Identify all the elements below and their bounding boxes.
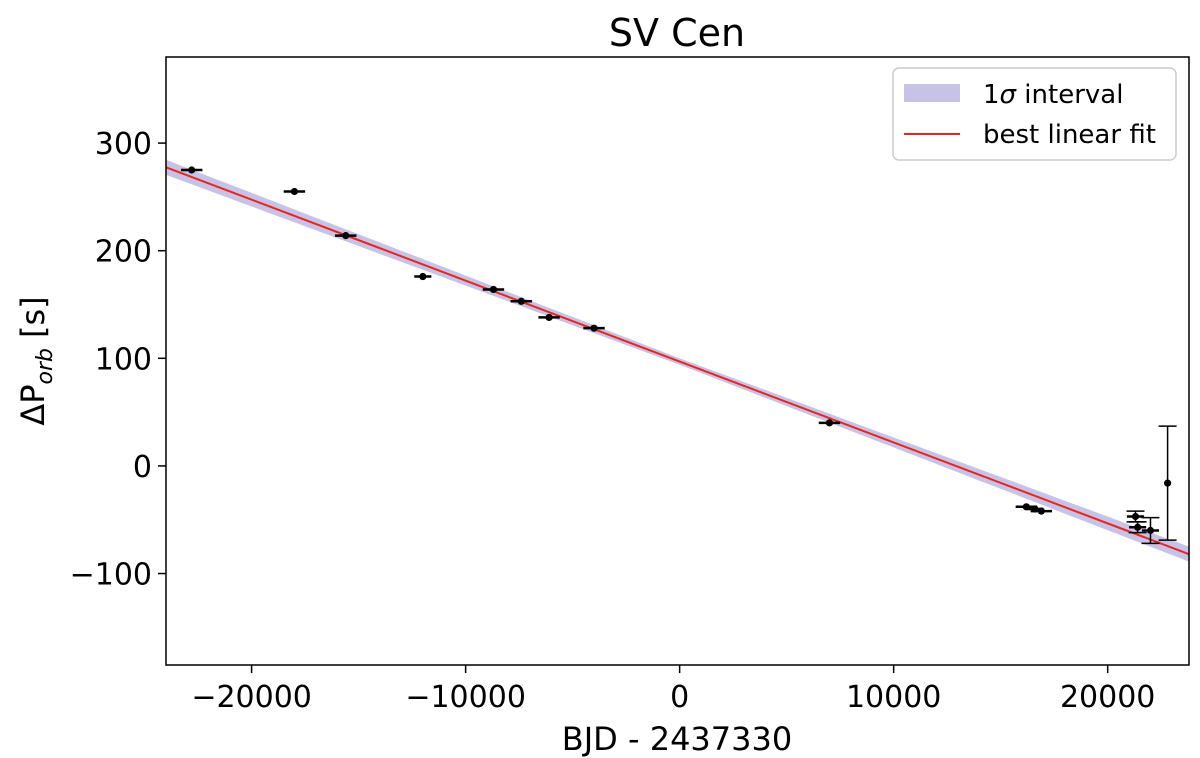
- data-marker-8: [825, 419, 834, 427]
- legend-band-label: 1σ interval: [983, 80, 1123, 110]
- legend: 1σ interval best linear fit: [892, 67, 1177, 161]
- x-axis-ticks: −20000 −10000 0 10000 20000: [191, 665, 1155, 715]
- data-marker-7: [590, 324, 598, 332]
- data-point-11: [1030, 507, 1053, 515]
- data-point-8: [818, 419, 841, 427]
- svg-text:ΔPorb[s]: ΔPorb [s]: [14, 296, 58, 425]
- y-axis-label-subscript: orb: [33, 348, 58, 384]
- data-point-13: [1128, 521, 1147, 534]
- plot-area: [166, 159, 1189, 562]
- data-point-12: [1126, 510, 1145, 523]
- y-axis-ticks: −100 0 100 200 300: [70, 127, 166, 593]
- best-fit-line: [166, 166, 1189, 556]
- data-point-14: [1141, 516, 1160, 545]
- data-point-4: [482, 285, 505, 294]
- data-marker-4: [489, 285, 498, 294]
- x-tick-label-0: −20000: [191, 680, 312, 715]
- x-tick-label-2: 0: [670, 680, 689, 715]
- data-point-5: [510, 297, 532, 305]
- legend-band-swatch: [904, 84, 960, 102]
- data-point-3: [414, 272, 432, 281]
- data-point-6: [538, 313, 560, 322]
- data-marker-15: [1163, 479, 1172, 487]
- y-axis-label-unit: [s]: [14, 296, 52, 338]
- data-points: [180, 166, 1177, 545]
- legend-line-label: best linear fit: [983, 120, 1156, 150]
- y-tick-label-3: 200: [95, 235, 152, 270]
- y-tick-label-2: 100: [95, 342, 152, 377]
- data-point-1: [283, 187, 306, 196]
- x-axis-label: BJD - 2437330: [562, 720, 792, 758]
- legend-box: [892, 67, 1177, 161]
- data-marker-2: [342, 232, 350, 240]
- chart-title: SV Cen: [609, 11, 745, 55]
- data-marker-12: [1131, 512, 1140, 521]
- data-marker-3: [419, 272, 427, 281]
- y-axis-label-symbol: ΔP: [14, 384, 52, 425]
- data-marker-13: [1134, 523, 1142, 531]
- data-marker-1: [290, 187, 299, 196]
- y-tick-label-4: 300: [95, 127, 152, 162]
- data-marker-11: [1037, 507, 1045, 515]
- data-point-0: [180, 166, 203, 174]
- y-tick-label-0: −100: [70, 558, 152, 593]
- plot-frame: [165, 56, 1190, 666]
- data-point-7: [583, 324, 605, 332]
- y-axis-label: ΔPorb [s]: [14, 296, 58, 425]
- y-tick-label-1: 0: [133, 450, 152, 485]
- x-tick-label-1: −10000: [405, 680, 526, 715]
- data-marker-0: [188, 166, 196, 174]
- x-tick-label-4: 20000: [1060, 680, 1155, 715]
- x-tick-label-3: 10000: [846, 680, 941, 715]
- data-marker-6: [545, 313, 553, 322]
- data-marker-5: [517, 297, 525, 305]
- data-point-2: [335, 232, 357, 240]
- data-point-15: [1158, 425, 1177, 541]
- data-marker-14: [1146, 526, 1155, 535]
